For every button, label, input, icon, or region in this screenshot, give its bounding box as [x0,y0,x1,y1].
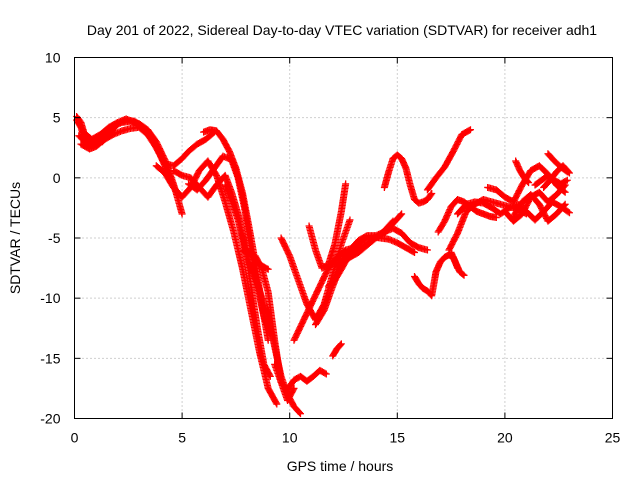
data-point [409,248,417,256]
y-axis-label: SDTVAR / TECUs [7,182,23,294]
data-point [321,369,329,377]
data-point [565,209,573,217]
x-tick-label: 5 [178,430,186,446]
data-point [178,210,186,218]
series-track-19 [333,224,431,272]
data-point [398,210,406,218]
series-track-12 [238,246,272,273]
data-point [322,370,330,378]
series-track-5 [73,112,98,148]
data-points [73,112,573,418]
data-point [466,126,474,134]
data-point [90,138,98,146]
x-tick-label: 20 [497,430,513,446]
y-tick-label: 5 [53,110,61,126]
series-track-20 [329,340,345,360]
data-point [296,409,304,417]
data-point [524,178,532,186]
data-point [428,189,436,197]
y-tick-label: -20 [40,411,60,427]
series-track-16 [305,180,350,272]
series-track-30 [510,191,569,225]
data-point [465,126,473,134]
series-track-13 [271,360,330,394]
data-point [563,168,571,176]
data-point [336,341,344,349]
data-point [156,148,164,156]
data-point [459,270,467,278]
data-point [561,188,569,196]
x-tick-label: 25 [605,430,621,446]
data-point [272,399,280,407]
chart-title: Day 201 of 2022, Sidereal Day-to-day VTE… [87,22,597,38]
y-tick-label: -15 [40,350,60,366]
data-point [411,248,419,256]
data-point [563,176,571,184]
y-tick-label: -5 [48,230,61,246]
data-point [564,208,572,216]
series-track-26 [447,248,468,279]
series-track-14 [277,216,354,324]
y-tick-label: 10 [45,50,61,66]
y-tick-label: 0 [53,170,61,186]
x-axis-label: GPS time / hours [287,458,394,474]
data-point [337,340,345,348]
data-point [561,200,569,208]
series-track-31 [512,157,533,187]
data-point [342,180,350,188]
data-point [346,216,354,224]
data-point [263,265,271,273]
data-point [273,400,281,408]
data-point [492,214,500,222]
series-track-34 [531,171,571,189]
x-tick-label: 15 [390,430,406,446]
series-track-9 [152,157,281,408]
data-point [423,246,431,254]
axes: 0 5 10 15 20 25 10 5 0 -5 -10 -15 -20 [40,50,620,446]
data-point [264,265,272,273]
series-track-33 [544,150,571,176]
data-point [525,179,533,187]
x-tick-label: 10 [282,430,298,446]
y-tick-label: -10 [40,290,60,306]
data-point [460,271,468,279]
series-track-21 [380,151,436,207]
data-point [562,167,570,175]
data-point [427,191,435,199]
data-point [397,211,405,219]
data-point [562,177,570,185]
series-track-22 [423,126,474,194]
data-point [157,150,165,158]
data-point [560,201,568,209]
data-point [296,410,304,418]
x-tick-label: 0 [71,430,79,446]
